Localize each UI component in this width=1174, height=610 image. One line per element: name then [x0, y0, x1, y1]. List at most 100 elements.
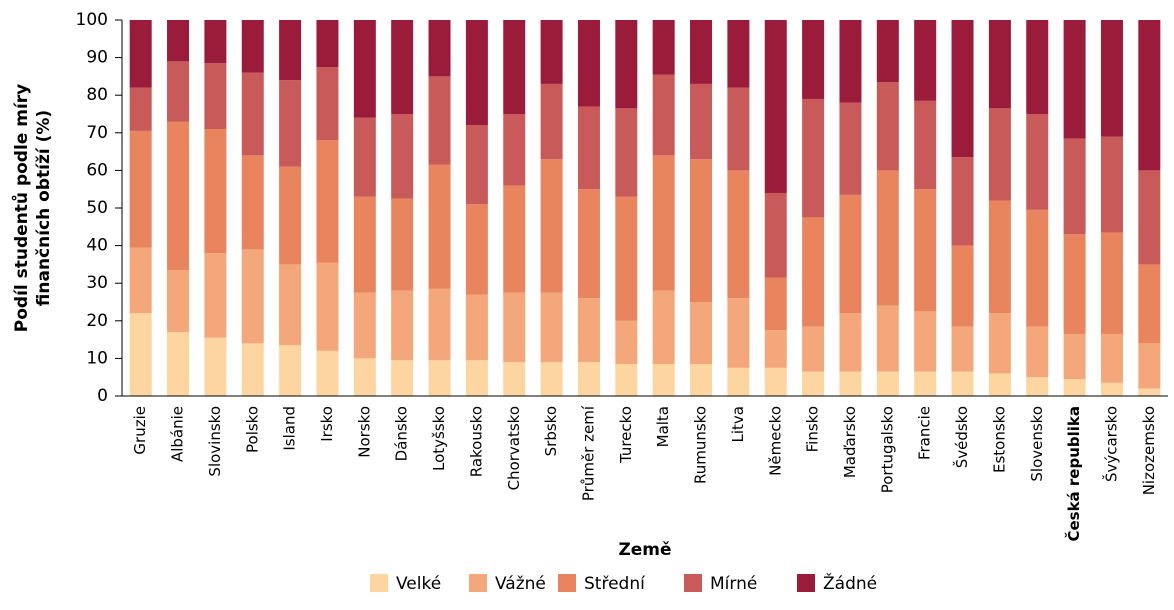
- bar-segment: [241, 72, 264, 156]
- legend-label: Velké: [396, 574, 441, 594]
- bar-segment: [1063, 234, 1086, 334]
- bar-segment: [577, 298, 600, 363]
- bar-segment: [1138, 343, 1161, 389]
- x-tick-label: Norsko: [355, 406, 373, 458]
- bar-segment: [615, 108, 638, 197]
- bar-segment: [391, 198, 414, 291]
- bar-segment: [279, 80, 302, 167]
- bar-segment: [1063, 379, 1086, 396]
- x-tick-label: Švýcarsko: [1101, 406, 1120, 482]
- x-tick-label: Estonsko: [990, 406, 1008, 473]
- y-tick-label: 10: [86, 348, 108, 368]
- bar-segment: [1100, 382, 1123, 396]
- bar-segment: [465, 20, 488, 126]
- bar-segment: [876, 20, 899, 83]
- bar-segment: [279, 264, 302, 346]
- bar-segment: [764, 367, 787, 396]
- bar-segment: [540, 159, 563, 293]
- bar-segment: [167, 332, 190, 396]
- bar-segment: [876, 170, 899, 306]
- bar-segment: [1138, 170, 1161, 265]
- y-tick-label: 50: [86, 198, 108, 218]
- bar-segment: [204, 337, 227, 396]
- y-axis-label: Podíl studentů podle míry: [10, 84, 32, 332]
- bar-segment: [465, 125, 488, 205]
- bar-segment: [241, 249, 264, 344]
- y-tick-label: 100: [76, 10, 108, 30]
- x-tick-label: Dánsko: [393, 406, 411, 461]
- bar-segment: [316, 140, 339, 263]
- legend-swatch: [469, 574, 487, 592]
- bar-segment: [428, 164, 451, 289]
- bar-segment: [503, 362, 526, 396]
- x-tick-label: Portugalsko: [878, 406, 896, 493]
- bar-segment: [577, 20, 600, 107]
- x-tick-label: Česká republika: [1064, 406, 1083, 542]
- y-tick-label: 70: [86, 123, 108, 143]
- bar-segment: [951, 20, 974, 158]
- bar-segment: [802, 217, 825, 327]
- bar-segment: [1100, 20, 1123, 137]
- legend-label: Žádné: [823, 572, 877, 594]
- bar-segment: [316, 20, 339, 67]
- bar-segment: [241, 343, 264, 396]
- bar-segment: [167, 270, 190, 333]
- bar-segment: [839, 371, 862, 396]
- bar-segment: [577, 362, 600, 396]
- bar-segment: [1100, 232, 1123, 334]
- bar-segment: [615, 364, 638, 396]
- bar-segment: [428, 288, 451, 361]
- bar-segment: [1026, 20, 1049, 114]
- bar-segment: [652, 155, 675, 291]
- bar-segment: [764, 277, 787, 331]
- bar-segment: [727, 298, 750, 368]
- bar-segment: [353, 117, 376, 197]
- x-tick-label: Turecko: [617, 406, 635, 464]
- x-axis-label: Země: [618, 540, 671, 560]
- bar-segment: [839, 194, 862, 314]
- bar-segment: [391, 360, 414, 396]
- bar-segment: [988, 108, 1011, 201]
- bar-segment: [204, 253, 227, 338]
- bar-segment: [652, 364, 675, 396]
- x-tick-label: Albánie: [169, 406, 187, 462]
- y-tick-label: 30: [86, 273, 108, 293]
- bar-segment: [316, 350, 339, 396]
- bar-segment: [428, 20, 451, 77]
- bar-segment: [503, 20, 526, 114]
- y-tick-label: 60: [86, 160, 108, 180]
- bar-segment: [690, 159, 713, 302]
- bar-segment: [1100, 136, 1123, 233]
- bar-segment: [951, 157, 974, 246]
- bar-segment: [690, 364, 713, 396]
- legend-swatch: [558, 574, 576, 592]
- bar-segment: [764, 330, 787, 368]
- legend-label: Mírné: [710, 574, 757, 594]
- bar-segment: [353, 196, 376, 293]
- bar-segment: [727, 170, 750, 299]
- bar-segment: [204, 129, 227, 254]
- x-tick-label: Lotyšsko: [430, 406, 448, 471]
- bar-segment: [279, 345, 302, 396]
- bar-segment: [129, 313, 152, 396]
- bar-segment: [465, 294, 488, 361]
- bar-segment: [802, 98, 825, 218]
- bar-segment: [839, 313, 862, 372]
- bar-segment: [727, 367, 750, 396]
- bar-segment: [764, 192, 787, 278]
- bar-segment: [465, 360, 488, 396]
- bar-segment: [839, 20, 862, 103]
- bar-segment: [1026, 377, 1049, 396]
- x-tick-label: Rakousko: [467, 406, 485, 477]
- x-tick-label: Litva: [729, 406, 747, 442]
- bar-segment: [1138, 264, 1161, 344]
- bar-segment: [204, 20, 227, 64]
- bar-segment: [727, 20, 750, 88]
- bar-segment: [988, 313, 1011, 374]
- bar-segment: [914, 311, 937, 372]
- bar-segment: [876, 305, 899, 372]
- bar-segment: [540, 362, 563, 396]
- bar-segment: [652, 290, 675, 365]
- bar-segment: [802, 20, 825, 99]
